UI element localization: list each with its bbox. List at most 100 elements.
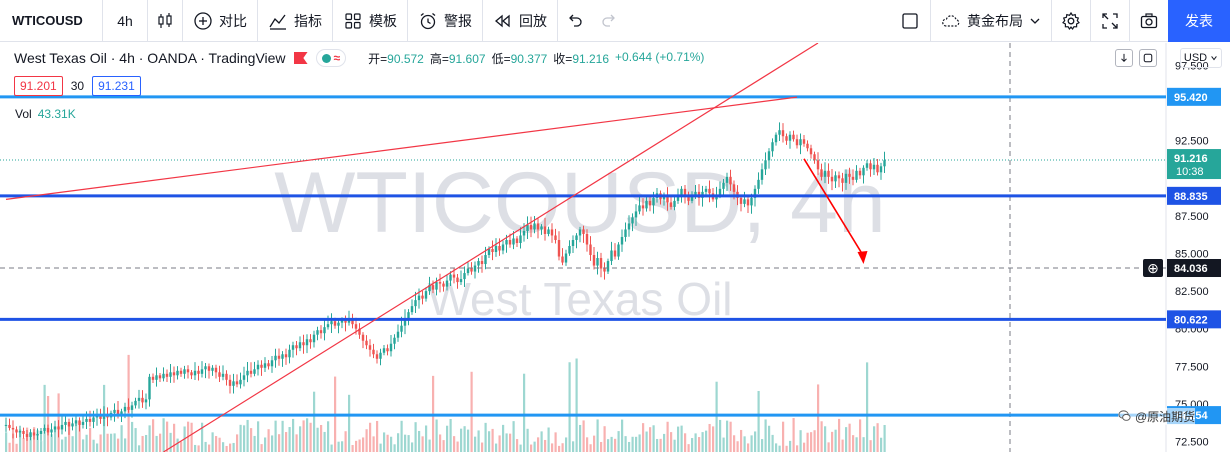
flag-icon[interactable] xyxy=(293,52,308,64)
snapshot-button[interactable] xyxy=(1130,0,1168,42)
volume-bar xyxy=(859,419,862,452)
candle-body xyxy=(102,414,106,419)
candle-body xyxy=(666,194,669,203)
volume-bar xyxy=(271,435,274,452)
volume-bar xyxy=(439,434,442,452)
candle-body xyxy=(403,318,407,326)
move-down-button[interactable] xyxy=(1115,49,1133,67)
candle-body xyxy=(872,164,876,170)
volume-bar xyxy=(523,373,526,452)
divider xyxy=(557,0,558,42)
volume-bar xyxy=(33,427,36,452)
candle-body xyxy=(330,321,333,325)
candle-body xyxy=(95,415,99,418)
fullscreen-button[interactable] xyxy=(1091,0,1129,42)
candle-body xyxy=(610,250,613,262)
redo-button[interactable] xyxy=(592,0,626,42)
volume-bar xyxy=(442,440,445,452)
candle-body xyxy=(71,423,74,427)
candle-body xyxy=(760,169,764,180)
publish-button[interactable]: 发表 xyxy=(1168,0,1230,42)
candle-body xyxy=(652,197,655,206)
redo-icon xyxy=(599,11,619,31)
alert-label: 警报 xyxy=(444,12,472,29)
volume-bar xyxy=(376,420,379,452)
symbol-label: WTICOUSD xyxy=(12,13,83,28)
volume-bar xyxy=(708,423,711,452)
symbol-search[interactable]: WTICOUSD xyxy=(0,0,102,42)
bid-button[interactable]: 91.201 xyxy=(14,76,63,96)
alert-button[interactable]: 警报 xyxy=(408,0,482,42)
volume-bar xyxy=(351,445,354,452)
volume-bar xyxy=(138,445,141,452)
divider xyxy=(182,0,183,42)
market-status-pill[interactable]: ≈ xyxy=(315,49,347,67)
replay-button[interactable]: 回放 xyxy=(483,0,557,42)
candle-body xyxy=(368,345,372,350)
top-toolbar: WTICOUSD 4h 对比 指标 模板 警报 xyxy=(0,0,1230,42)
candle-body xyxy=(480,261,484,265)
fullscreen-select-button[interactable] xyxy=(890,0,930,42)
change-value: +0.644 (+0.71%) xyxy=(615,49,705,64)
candle-body xyxy=(750,197,753,206)
candle-body xyxy=(179,370,183,374)
candle-body xyxy=(641,205,645,209)
volume-bar xyxy=(85,434,88,452)
candle-body xyxy=(505,239,508,245)
candle-body xyxy=(767,151,771,161)
countdown-label: 10:38 xyxy=(1176,166,1204,178)
volume-bar xyxy=(414,422,417,452)
layout-button[interactable]: 黄金布局 xyxy=(931,0,1051,42)
volume-bar xyxy=(148,425,151,452)
chart-type-button[interactable] xyxy=(148,0,182,42)
rewind-icon xyxy=(493,11,513,31)
volume-bar xyxy=(722,437,725,452)
maximize-pane-button[interactable] xyxy=(1139,49,1157,67)
volume-bar xyxy=(799,430,802,452)
currency-selector[interactable]: USD xyxy=(1180,48,1222,68)
compare-button[interactable]: 对比 xyxy=(183,0,257,42)
symbol-title[interactable]: West Texas Oil · 4h · OANDA · TradingVie… xyxy=(14,50,286,66)
candle-body xyxy=(442,283,445,287)
candle-body xyxy=(834,175,837,182)
volume-bar xyxy=(47,395,50,452)
volume-bar xyxy=(733,435,736,452)
candle-body xyxy=(197,370,200,374)
candle-body xyxy=(687,194,690,201)
volume-bar xyxy=(663,433,666,452)
candle-body xyxy=(753,188,757,198)
volume-bar xyxy=(876,423,879,452)
add-alert-button xyxy=(1143,259,1163,278)
volume-bar xyxy=(796,445,799,452)
candle-body xyxy=(190,372,193,376)
candle-body xyxy=(820,169,823,177)
volume-bar xyxy=(435,419,438,452)
volume-bar xyxy=(5,432,8,452)
divider xyxy=(407,0,408,42)
ohlc-values: 开=90.572 高=91.607 低=90.377 收=91.216 +0.6… xyxy=(368,50,704,67)
expand-icon xyxy=(1100,11,1120,31)
ask-button[interactable]: 91.231 xyxy=(92,76,141,96)
candle-body xyxy=(841,178,844,183)
volume-bar xyxy=(467,429,470,452)
undo-button[interactable] xyxy=(558,0,592,42)
volume-bar xyxy=(155,435,158,452)
candle-body xyxy=(32,432,36,436)
templates-button[interactable]: 模板 xyxy=(333,0,407,42)
candle-body xyxy=(43,427,46,431)
indicators-button[interactable]: 指标 xyxy=(258,0,332,42)
price-axis xyxy=(1166,43,1230,452)
volume-bar xyxy=(106,433,109,452)
volume-bar xyxy=(474,436,477,452)
candle-body xyxy=(218,372,221,377)
close-value: 收=91.216 xyxy=(553,51,610,66)
volume-bar xyxy=(614,438,617,452)
interval-button[interactable]: 4h xyxy=(103,0,147,42)
candle-body xyxy=(25,433,29,437)
candle-body xyxy=(802,139,806,144)
candle-body xyxy=(386,348,389,352)
candle-body xyxy=(683,188,687,195)
volume-bar xyxy=(715,381,718,452)
settings-button[interactable] xyxy=(1052,0,1090,42)
